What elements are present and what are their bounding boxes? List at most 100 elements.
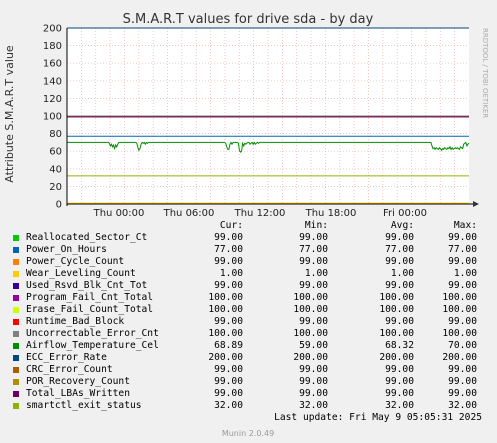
legend-value-min: 100.00 [293,292,328,303]
legend-value-min: 100.00 [293,328,328,339]
legend-value-cur: 99.00 [214,388,243,399]
legend-series-name: Total_LBAs_Written [26,388,130,399]
legend-row: Erase_Fail_Count_Total 100.00 100.00 100.00… [0,304,497,316]
legend-series-name: POR_Recovery_Count [26,376,130,387]
legend-value-cur: 99.00 [214,280,243,291]
legend-value-min: 99.00 [299,364,328,375]
legend-value-max: 99.00 [448,232,477,243]
legend-value-cur: 100.00 [208,292,243,303]
y-tick-label: 200 [43,24,62,35]
legend-value-avg: 100.00 [379,292,414,303]
last-update-row: Last update: Fri May 9 05:05:31 2025 [0,412,497,424]
legend-row: Reallocated_Sector_Ct 99.00 99.00 99.00 99.0… [0,232,497,244]
y-tick-label: 120 [43,94,62,105]
legend-value-cur: 200.00 [208,352,243,363]
legend-value-avg: 99.00 [385,316,414,327]
col-avg-header: Avg: [390,220,414,231]
legend-value-min: 99.00 [299,376,328,387]
legend-series-name: Power_Cycle_Count [26,256,125,267]
y-tick-label: 140 [43,76,62,87]
legend-row: POR_Recovery_Count 99.00 99.00 99.00 99.00 [0,376,497,388]
legend-swatch [13,331,19,337]
legend-swatch [13,295,19,301]
legend-value-avg: 99.00 [385,364,414,375]
legend-value-avg: 100.00 [379,328,414,339]
legend-swatch [13,307,19,313]
legend-value-max: 99.00 [448,364,477,375]
y-tick-label: 60 [49,147,62,158]
legend-swatch [13,343,19,349]
legend-value-cur: 100.00 [208,328,243,339]
y-tick-label: 40 [49,164,62,175]
legend-series-name: Program_Fail_Cnt_Total [26,292,154,303]
legend-value-min: 99.00 [299,256,328,267]
legend-value-cur: 1.00 [219,268,243,279]
legend-value-avg: 99.00 [385,280,414,291]
legend-value-max: 99.00 [448,388,477,399]
legend-value-cur: 99.00 [214,316,243,327]
legend-swatch [13,403,19,409]
legend-series-name: Erase_Fail_Count_Total [26,304,154,315]
legend-value-avg: 68.32 [385,340,414,351]
legend-series-name: ECC_Error_Rate [26,352,107,363]
legend-swatch [13,379,19,385]
legend-value-avg: 200.00 [379,352,414,363]
legend-value-cur: 99.00 [214,256,243,267]
col-max-header: Max: [453,220,477,231]
legend-swatch [13,283,19,289]
legend-swatch [13,391,19,397]
legend-value-max: 99.00 [448,316,477,327]
legend-value-avg: 99.00 [385,232,414,243]
legend-row: Uncorrectable_Error_Cnt 100.00 100.00 100.0… [0,328,497,340]
x-tick-label: Thu 06:00 [163,208,215,219]
y-tick-label: 0 [56,200,62,211]
y-tick-label: 180 [43,41,62,52]
legend-value-min: 59.00 [299,340,328,351]
legend-series-name: Airflow_Temperature_Cel [26,340,159,351]
legend-series-name: Uncorrectable_Error_Cnt [26,328,159,339]
series-lines [67,27,470,204]
legend-series-name: Reallocated_Sector_Ct [26,232,148,243]
legend-series-name: Runtime_Bad_Block [26,316,125,327]
legend-rows: Reallocated_Sector_Ct 99.00 99.00 99.00 99.0… [0,232,497,412]
chart-title: S.M.A.R.T values for drive sda - by day [123,12,374,27]
x-axis-arrow-icon [473,201,479,207]
legend-value-avg: 99.00 [385,256,414,267]
legend-value-max: 32.00 [448,400,477,411]
legend-value-max: 70.00 [448,340,477,351]
legend-value-cur: 77.00 [214,244,243,255]
legend-value-min: 1.00 [304,268,328,279]
legend-value-avg: 32.00 [385,400,414,411]
legend-row: Power_Cycle_Count 99.00 99.00 99.00 99.00 [0,256,497,268]
legend-series-name: Wear_Leveling_Count [26,268,136,279]
legend: Cur: Min: Avg: Max: Reallocated_Sector_C… [0,220,497,424]
legend-value-avg: 99.00 [385,376,414,387]
legend-value-cur: 99.00 [214,364,243,375]
legend-row: Used_Rsvd_Blk_Cnt_Tot 99.00 99.00 99.00 99.0… [0,280,497,292]
legend-value-min: 77.00 [299,244,328,255]
y-tick-label: 160 [43,59,62,70]
last-update: Last update: Fri May 9 05:05:31 2025 [274,412,482,423]
y-tick-label: 20 [49,182,62,193]
legend-value-min: 200.00 [293,352,328,363]
x-tick-labels: Thu 00:00 Thu 06:00 Thu 12:00 Thu 18:00 Fri … [93,208,427,219]
legend-value-max: 100.00 [442,304,477,315]
y-axis-label: Attribute S.M.A.R.T value [3,45,16,183]
legend-value-cur: 99.00 [214,232,243,243]
chart-area: S.M.A.R.T values for drive sda - by day … [3,12,489,219]
legend-row: Runtime_Bad_Block 99.00 99.00 99.00 99.00 [0,316,497,328]
footer-version: Munin 2.0.49 [222,429,274,438]
x-tick-label: Thu 00:00 [93,208,145,219]
col-min-header: Min: [304,220,328,231]
series-line [67,141,470,153]
legend-value-avg: 77.00 [385,244,414,255]
legend-header: Cur: Min: Avg: Max: [0,220,497,232]
legend-value-max: 99.00 [448,256,477,267]
x-tick-label: Thu 12:00 [234,208,286,219]
legend-value-cur: 99.00 [214,376,243,387]
legend-swatch [13,319,19,325]
legend-value-min: 99.00 [299,316,328,327]
legend-swatch [13,235,19,241]
legend-row: Airflow_Temperature_Cel 68.89 59.00 68.32 70… [0,340,497,352]
legend-value-cur: 100.00 [208,304,243,315]
